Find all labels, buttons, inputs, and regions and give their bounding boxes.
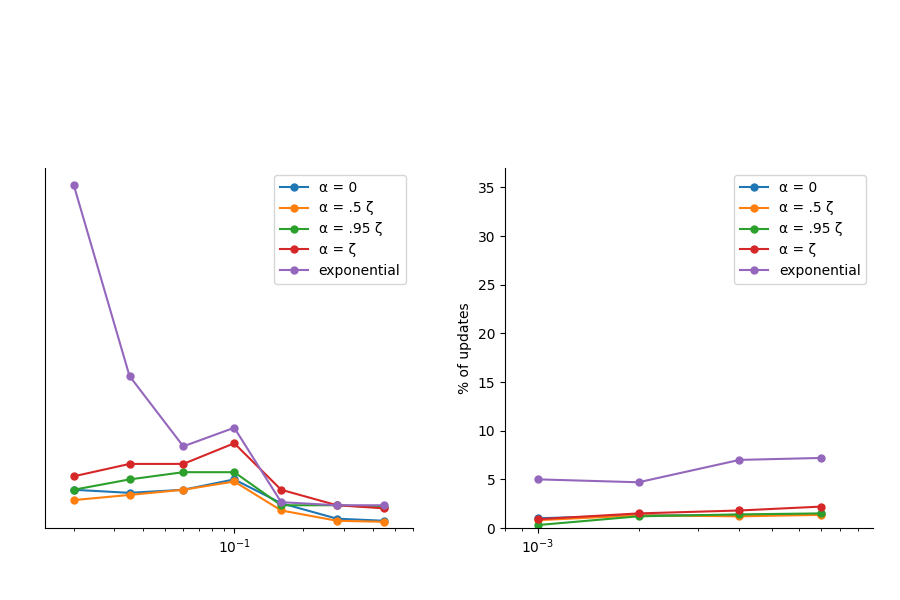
exponential bbox=[379, 502, 390, 509]
Line: α = 0: α = 0 bbox=[534, 511, 824, 522]
Line: exponential: exponential bbox=[534, 454, 824, 486]
α = .5 ζ bbox=[229, 478, 239, 485]
α = 0 bbox=[68, 486, 79, 493]
exponential bbox=[124, 373, 135, 380]
α = ζ bbox=[229, 440, 239, 447]
Line: α = .95 ζ: α = .95 ζ bbox=[70, 469, 388, 511]
exponential bbox=[633, 479, 643, 486]
Y-axis label: % of updates: % of updates bbox=[458, 302, 473, 394]
α = .5 ζ bbox=[275, 507, 286, 514]
α = .5 ζ bbox=[815, 511, 826, 518]
α = 0 bbox=[379, 517, 390, 524]
α = 0 bbox=[124, 489, 135, 496]
α = .95 ζ bbox=[331, 502, 342, 509]
exponential bbox=[68, 181, 79, 188]
Legend: α = 0, α = .5 ζ, α = .95 ζ, α = ζ, exponential: α = 0, α = .5 ζ, α = .95 ζ, α = ζ, expon… bbox=[274, 175, 406, 284]
Line: α = .5 ζ: α = .5 ζ bbox=[70, 478, 388, 525]
α = ζ bbox=[178, 460, 189, 467]
Line: α = .95 ζ: α = .95 ζ bbox=[534, 510, 824, 529]
α = .5 ζ bbox=[124, 491, 135, 499]
α = ζ bbox=[633, 510, 643, 517]
α = 0 bbox=[734, 512, 745, 519]
α = .95 ζ bbox=[68, 486, 79, 493]
α = .95 ζ bbox=[178, 469, 189, 476]
α = ζ bbox=[815, 503, 826, 510]
α = ζ bbox=[68, 473, 79, 480]
Line: α = 0: α = 0 bbox=[70, 476, 388, 524]
α = .5 ζ bbox=[379, 518, 390, 526]
α = 0 bbox=[275, 500, 286, 507]
α = .5 ζ bbox=[331, 517, 342, 524]
α = ζ bbox=[331, 502, 342, 509]
exponential bbox=[815, 454, 826, 461]
α = 0 bbox=[532, 515, 543, 522]
α = 0 bbox=[178, 486, 189, 493]
α = ζ bbox=[532, 515, 543, 523]
α = .95 ζ bbox=[815, 510, 826, 517]
α = ζ bbox=[124, 460, 135, 467]
exponential bbox=[178, 443, 189, 450]
α = .95 ζ bbox=[532, 521, 543, 529]
exponential bbox=[734, 456, 745, 463]
exponential bbox=[532, 476, 543, 483]
α = .5 ζ bbox=[734, 513, 745, 520]
α = .5 ζ bbox=[178, 486, 189, 493]
α = 0 bbox=[633, 512, 643, 519]
α = ζ bbox=[379, 505, 390, 512]
α = .95 ζ bbox=[633, 513, 643, 520]
exponential bbox=[229, 424, 239, 431]
α = ζ bbox=[275, 486, 286, 493]
α = .5 ζ bbox=[68, 496, 79, 503]
Line: α = .5 ζ: α = .5 ζ bbox=[534, 511, 824, 524]
α = .95 ζ bbox=[275, 502, 286, 509]
α = 0 bbox=[331, 515, 342, 522]
α = .5 ζ bbox=[633, 512, 643, 519]
α = ζ bbox=[734, 507, 745, 514]
exponential bbox=[331, 502, 342, 509]
α = .95 ζ bbox=[734, 511, 745, 518]
Line: exponential: exponential bbox=[70, 181, 388, 509]
α = 0 bbox=[815, 511, 826, 518]
Line: α = ζ: α = ζ bbox=[70, 440, 388, 512]
α = .95 ζ bbox=[229, 469, 239, 476]
α = .5 ζ bbox=[532, 517, 543, 524]
α = .95 ζ bbox=[124, 476, 135, 483]
exponential bbox=[275, 499, 286, 506]
α = .95 ζ bbox=[379, 504, 390, 511]
α = 0 bbox=[229, 476, 239, 483]
Legend: α = 0, α = .5 ζ, α = .95 ζ, α = ζ, exponential: α = 0, α = .5 ζ, α = .95 ζ, α = ζ, expon… bbox=[734, 175, 866, 284]
Line: α = ζ: α = ζ bbox=[534, 503, 824, 523]
